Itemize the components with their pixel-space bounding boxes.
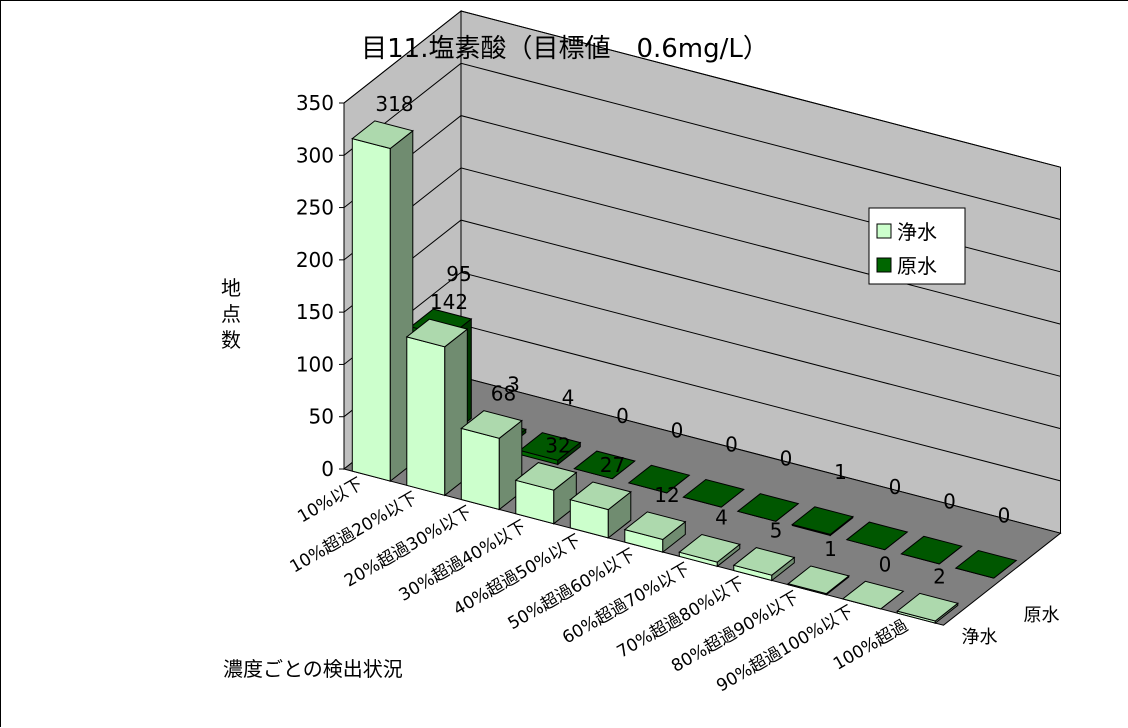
data-label: 0 <box>889 475 902 499</box>
y-axis-title: 地点数 <box>221 276 241 352</box>
y-tick-label: 100 <box>296 352 334 376</box>
chart-title: 目11.塩素酸（目標値 0.6mg/L） <box>361 34 769 64</box>
data-label: 142 <box>430 290 468 314</box>
bar-浄水 <box>405 318 469 497</box>
gridline <box>343 10 1061 168</box>
series-axis-label: 浄水 <box>962 627 998 648</box>
data-label: 2 <box>933 564 946 588</box>
bar-浄水-front <box>351 137 391 482</box>
data-label: 0 <box>725 432 738 456</box>
data-label: 0 <box>879 552 892 576</box>
bar-原水-top <box>900 535 963 565</box>
bar-原水 <box>791 506 854 537</box>
bar-浄水-front <box>406 336 446 496</box>
legend-swatch <box>876 257 892 273</box>
data-label: 12 <box>654 483 679 507</box>
bar-浄水-top <box>787 565 850 595</box>
data-label: 0 <box>616 404 629 428</box>
data-label: 32 <box>545 434 570 458</box>
data-label: 4 <box>562 386 575 410</box>
bar-浄水 <box>514 462 578 525</box>
bar-浄水 <box>623 511 687 554</box>
data-label: 68 <box>491 382 516 406</box>
bar-原水 <box>573 450 636 480</box>
y-tick-label: 50 <box>309 405 334 429</box>
series-axis-label: 原水 <box>1024 605 1060 626</box>
data-label: 3 <box>507 373 520 397</box>
data-label: 0 <box>780 447 793 471</box>
y-tick-label: 0 <box>321 457 334 481</box>
data-label: 1 <box>834 460 847 484</box>
bar-浄水-top <box>841 580 905 610</box>
bar-原水-top <box>791 506 854 535</box>
bar-原水-top <box>518 432 582 461</box>
bar-原水-top <box>627 464 691 494</box>
bar-浄水 <box>787 565 850 596</box>
bar-原水 <box>954 549 1018 579</box>
bar-原水 <box>845 521 909 551</box>
data-label: 0 <box>671 418 684 442</box>
data-label: 0 <box>943 489 956 513</box>
bar-浄水-top <box>732 547 796 576</box>
bar-浄水-top <box>514 462 578 491</box>
bar-浄水-top <box>405 318 469 348</box>
y-tick-label: 350 <box>296 91 334 115</box>
data-label: 318 <box>375 92 413 116</box>
bar-浄水-top <box>569 481 632 511</box>
bar-浄水 <box>351 120 414 483</box>
bar-浄水-front <box>460 427 500 511</box>
legend-swatch <box>876 223 892 239</box>
bar-浄水 <box>732 547 796 582</box>
bar-浄水 <box>896 592 959 625</box>
bar-浄水-top <box>896 592 959 622</box>
bar-原水-top <box>845 521 909 551</box>
bar-原水-top <box>736 493 800 522</box>
data-label: 1 <box>824 537 837 561</box>
data-label: 4 <box>715 505 728 529</box>
data-label: 5 <box>770 519 783 543</box>
bar-原水 <box>736 493 800 522</box>
bar-原水 <box>518 432 582 466</box>
bar-浄水 <box>841 580 905 610</box>
data-label: 27 <box>600 453 625 477</box>
y-tick-label: 150 <box>296 300 334 324</box>
bar-原水 <box>900 535 963 565</box>
bar-浄水-top <box>623 511 687 541</box>
data-label: 95 <box>446 262 471 286</box>
bar-原水-top <box>682 478 745 508</box>
y-tick-label: 250 <box>296 196 334 220</box>
bar-原水 <box>682 478 745 508</box>
y-tick-label: 300 <box>296 143 334 167</box>
bar-浄水 <box>569 481 632 539</box>
bar-浄水 <box>460 410 523 511</box>
bar-原水 <box>627 464 691 494</box>
bar-浄水 <box>678 533 741 568</box>
bar-原水-top <box>954 549 1018 579</box>
bar-浄水-top <box>678 533 741 563</box>
legend-label: 原水 <box>897 254 937 278</box>
bar-原水-top <box>573 450 636 480</box>
data-label: 0 <box>998 503 1011 527</box>
y-tick-label: 200 <box>296 248 334 272</box>
bar-浄水-top <box>351 120 414 150</box>
bar-浄水-top <box>460 410 523 439</box>
x-axis-title: 濃度ごとの検出状況 <box>223 657 403 681</box>
legend-label: 浄水 <box>897 220 937 244</box>
x-tick-label: 90%超過100%以下 <box>713 602 857 697</box>
